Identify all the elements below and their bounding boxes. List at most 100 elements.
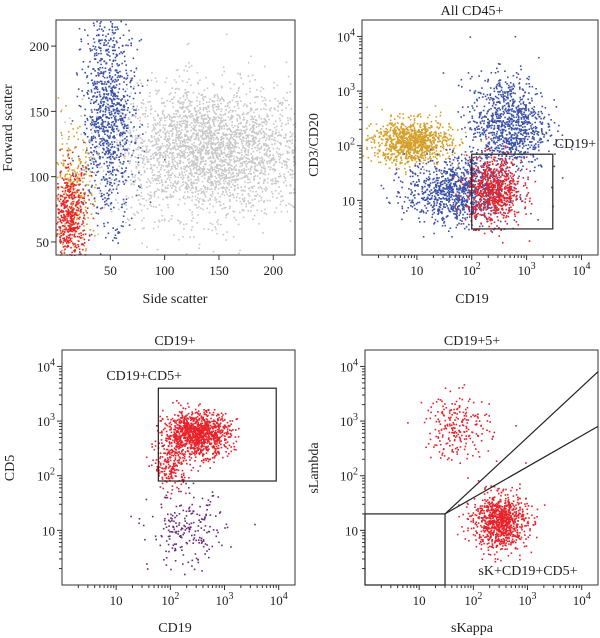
event-dot: [221, 86, 223, 89]
event-dot: [60, 185, 63, 188]
event-dot: [210, 137, 213, 139]
event-dot: [122, 154, 125, 156]
event-dot: [124, 100, 127, 103]
event-dot: [110, 146, 113, 149]
event-dot: [435, 147, 437, 149]
event-dot: [222, 143, 225, 146]
event-dot: [378, 145, 381, 148]
event-dot: [90, 137, 93, 139]
event-dot: [154, 179, 157, 181]
event-dot: [166, 171, 168, 174]
event-dot: [104, 185, 107, 187]
event-dot: [203, 124, 206, 127]
event-dot: [57, 216, 59, 219]
event-dot: [266, 188, 268, 191]
event-dot: [188, 138, 191, 141]
event-dot: [98, 74, 100, 77]
event-dot: [282, 97, 285, 99]
event-dot: [90, 79, 93, 82]
event-dot: [109, 188, 111, 191]
event-dot: [132, 180, 135, 183]
event-dot: [164, 124, 167, 126]
event-dot: [94, 121, 97, 123]
event-dot: [252, 140, 254, 142]
event-dot: [91, 184, 93, 187]
event-dot: [155, 154, 158, 156]
event-dot: [60, 132, 63, 134]
event-dot: [200, 192, 203, 195]
event-dot: [67, 240, 69, 243]
event-dot: [100, 144, 102, 147]
event-dot: [102, 126, 105, 128]
event-dot: [158, 175, 160, 177]
event-dot: [87, 89, 89, 92]
event-dot: [67, 152, 70, 155]
event-dot: [121, 75, 123, 78]
event-dot: [68, 234, 71, 237]
event-dot: [265, 128, 268, 130]
event-dot: [182, 236, 184, 238]
event-dot: [289, 117, 292, 119]
event-dot: [73, 135, 75, 138]
event-dot: [228, 184, 230, 186]
event-dot: [96, 20, 98, 23]
event-dot: [106, 156, 109, 159]
event-dot: [96, 166, 99, 169]
event-dot: [244, 172, 246, 175]
event-dot: [177, 165, 179, 168]
event-dot: [273, 182, 276, 185]
event-dot: [244, 181, 246, 183]
event-dot: [274, 160, 277, 163]
event-dot: [207, 181, 209, 183]
event-dot: [272, 154, 274, 156]
event-dot: [162, 126, 165, 129]
event-dot: [110, 94, 113, 96]
event-dot: [409, 125, 411, 128]
event-dot: [184, 99, 186, 101]
event-dot: [272, 164, 275, 167]
event-dot: [87, 168, 90, 171]
event-dot: [254, 115, 256, 118]
event-dot: [139, 147, 142, 149]
event-dot: [99, 95, 102, 98]
event-dot: [96, 171, 98, 174]
event-dot: [260, 147, 262, 150]
event-dot: [132, 102, 135, 105]
event-dot: [259, 129, 261, 132]
event-dot: [237, 186, 239, 189]
event-dot: [242, 144, 244, 147]
event-dot: [96, 86, 98, 88]
event-dot: [95, 101, 97, 103]
event-dot: [242, 113, 245, 115]
event-dot: [140, 195, 143, 198]
event-dot: [69, 162, 72, 165]
event-dot: [222, 159, 224, 162]
event-dot: [157, 123, 159, 125]
event-dot: [116, 41, 118, 44]
event-dot: [197, 169, 199, 171]
event-dot: [156, 248, 159, 251]
event-dot: [187, 146, 189, 148]
event-dot: [220, 110, 223, 113]
event-dot: [158, 164, 160, 166]
event-dot: [111, 31, 114, 34]
event-dot: [170, 218, 173, 220]
event-dot: [218, 160, 221, 163]
event-dot: [180, 166, 182, 169]
event-dot: [431, 149, 434, 151]
event-dot: [174, 189, 177, 191]
event-dot: [289, 185, 292, 187]
event-dot: [265, 137, 268, 139]
event-dot: [408, 152, 410, 155]
event-dot: [187, 91, 190, 93]
event-dot: [88, 239, 90, 241]
event-dot: [114, 137, 116, 139]
event-dot: [216, 93, 219, 96]
event-dot: [433, 137, 436, 139]
event-dot: [247, 193, 250, 195]
event-dot: [256, 89, 258, 91]
event-dot: [68, 206, 71, 208]
event-dot: [260, 166, 263, 168]
event-dot: [90, 192, 93, 195]
event-dot: [265, 153, 268, 156]
